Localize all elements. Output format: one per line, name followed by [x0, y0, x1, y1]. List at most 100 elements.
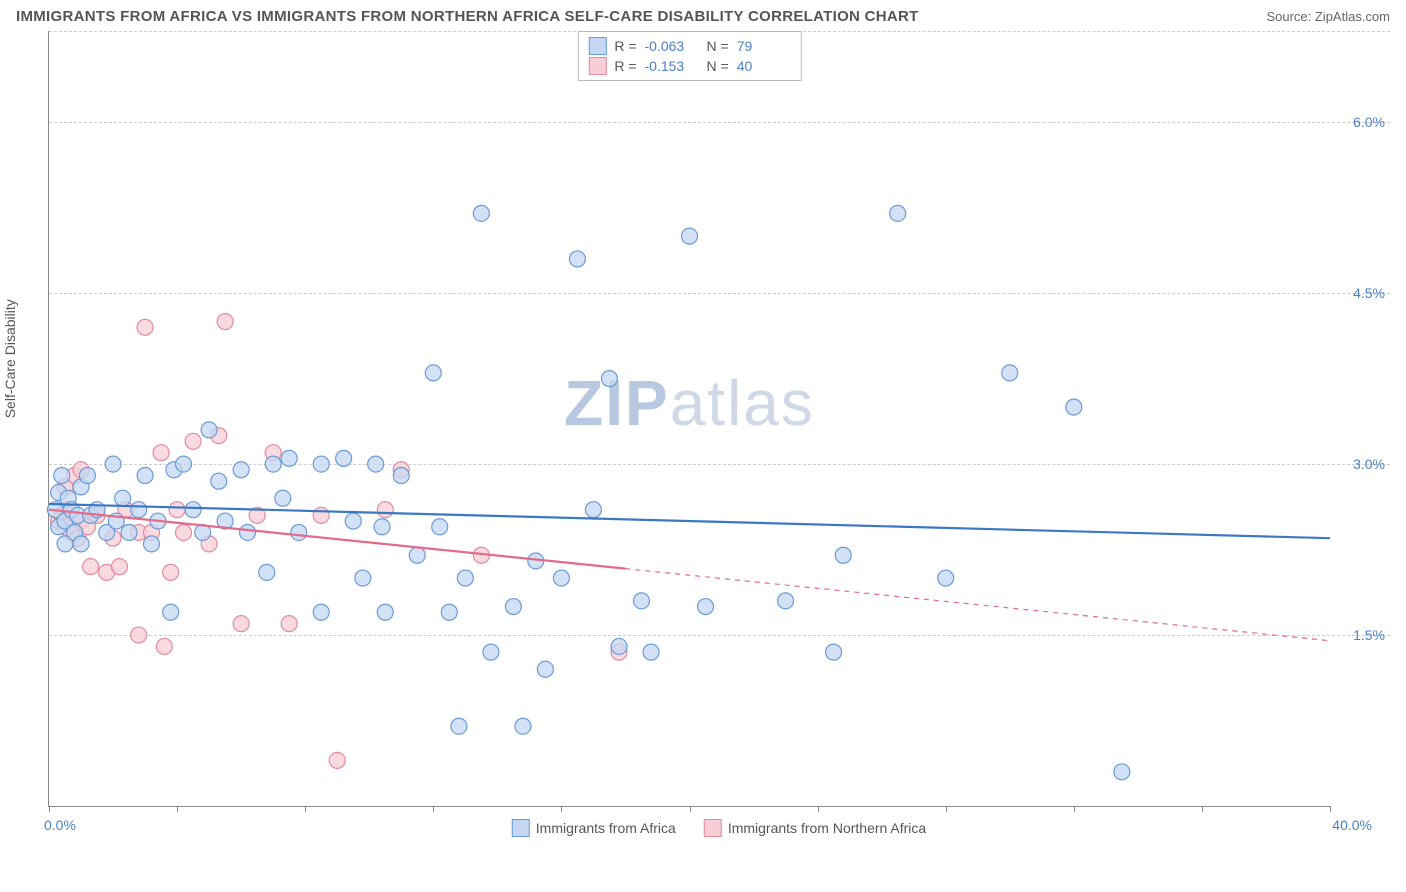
data-point [281, 450, 297, 466]
data-point [368, 456, 384, 472]
x-tick [1074, 806, 1075, 812]
data-point [355, 570, 371, 586]
data-point [115, 490, 131, 506]
data-point [137, 319, 153, 335]
swatch-nafrica [588, 57, 606, 75]
data-point [1114, 764, 1130, 780]
data-point [169, 502, 185, 518]
data-point [163, 564, 179, 580]
data-point [611, 638, 627, 654]
x-tick [818, 806, 819, 812]
data-point [131, 627, 147, 643]
x-tick [305, 806, 306, 812]
x-tick [946, 806, 947, 812]
data-point [156, 638, 172, 654]
data-point [185, 433, 201, 449]
data-point [425, 365, 441, 381]
data-point [553, 570, 569, 586]
data-point [890, 205, 906, 221]
x-tick [433, 806, 434, 812]
data-point [377, 604, 393, 620]
legend-item-africa: Immigrants from Africa [512, 819, 676, 837]
data-point [275, 490, 291, 506]
y-tick-label: 3.0% [1335, 456, 1385, 472]
data-point [185, 502, 201, 518]
data-point [240, 524, 256, 540]
data-point [105, 456, 121, 472]
data-point [835, 547, 851, 563]
data-point [153, 445, 169, 461]
x-tick [1202, 806, 1203, 812]
data-point [131, 502, 147, 518]
data-point [585, 502, 601, 518]
data-point [778, 593, 794, 609]
scatter-svg [49, 31, 1330, 806]
data-point [409, 547, 425, 563]
plot-area: ZIPatlas 1.5%3.0%4.5%6.0% R =-0.063 N =7… [48, 31, 1330, 807]
data-point [265, 456, 281, 472]
data-point [483, 644, 499, 660]
data-point [441, 604, 457, 620]
data-point [313, 507, 329, 523]
data-point [176, 524, 192, 540]
x-tick [690, 806, 691, 812]
data-point [121, 524, 137, 540]
data-point [163, 604, 179, 620]
data-point [1066, 399, 1082, 415]
swatch-nafrica-icon [704, 819, 722, 837]
source-label: Source: ZipAtlas.com [1266, 9, 1390, 24]
data-point [176, 456, 192, 472]
data-point [569, 251, 585, 267]
data-point [137, 467, 153, 483]
swatch-africa [588, 37, 606, 55]
x-max-label: 40.0% [1332, 817, 1372, 833]
x-tick [49, 806, 50, 812]
data-point [281, 616, 297, 632]
data-point [633, 593, 649, 609]
data-point [233, 616, 249, 632]
data-point [643, 644, 659, 660]
data-point [336, 450, 352, 466]
legend-series: Immigrants from Africa Immigrants from N… [512, 819, 926, 837]
x-min-label: 0.0% [44, 817, 76, 833]
x-tick [1330, 806, 1331, 812]
swatch-africa-icon [512, 819, 530, 837]
data-point [682, 228, 698, 244]
data-point [826, 644, 842, 660]
y-tick-label: 4.5% [1335, 285, 1385, 301]
data-point [1002, 365, 1018, 381]
x-tick [177, 806, 178, 812]
data-point [505, 599, 521, 615]
data-point [393, 467, 409, 483]
data-point [374, 519, 390, 535]
data-point [79, 467, 95, 483]
data-point [111, 559, 127, 575]
data-point [313, 456, 329, 472]
data-point [537, 661, 553, 677]
data-point [54, 467, 70, 483]
data-point [938, 570, 954, 586]
data-point [259, 564, 275, 580]
data-point [73, 536, 89, 552]
data-point [313, 604, 329, 620]
legend-stats: R =-0.063 N =79 R =-0.153 N =40 [577, 31, 801, 81]
legend-item-nafrica: Immigrants from Northern Africa [704, 819, 926, 837]
data-point [601, 371, 617, 387]
data-point [345, 513, 361, 529]
data-point [451, 718, 467, 734]
y-tick-label: 1.5% [1335, 627, 1385, 643]
y-tick-label: 6.0% [1335, 114, 1385, 130]
data-point [432, 519, 448, 535]
data-point [291, 524, 307, 540]
legend-stats-row-nafrica: R =-0.153 N =40 [588, 56, 790, 76]
data-point [233, 462, 249, 478]
data-point [83, 559, 99, 575]
trend-line-dashed [625, 569, 1330, 641]
data-point [377, 502, 393, 518]
data-point [698, 599, 714, 615]
data-point [143, 536, 159, 552]
data-point [329, 752, 345, 768]
x-tick [561, 806, 562, 812]
data-point [473, 205, 489, 221]
data-point [201, 422, 217, 438]
